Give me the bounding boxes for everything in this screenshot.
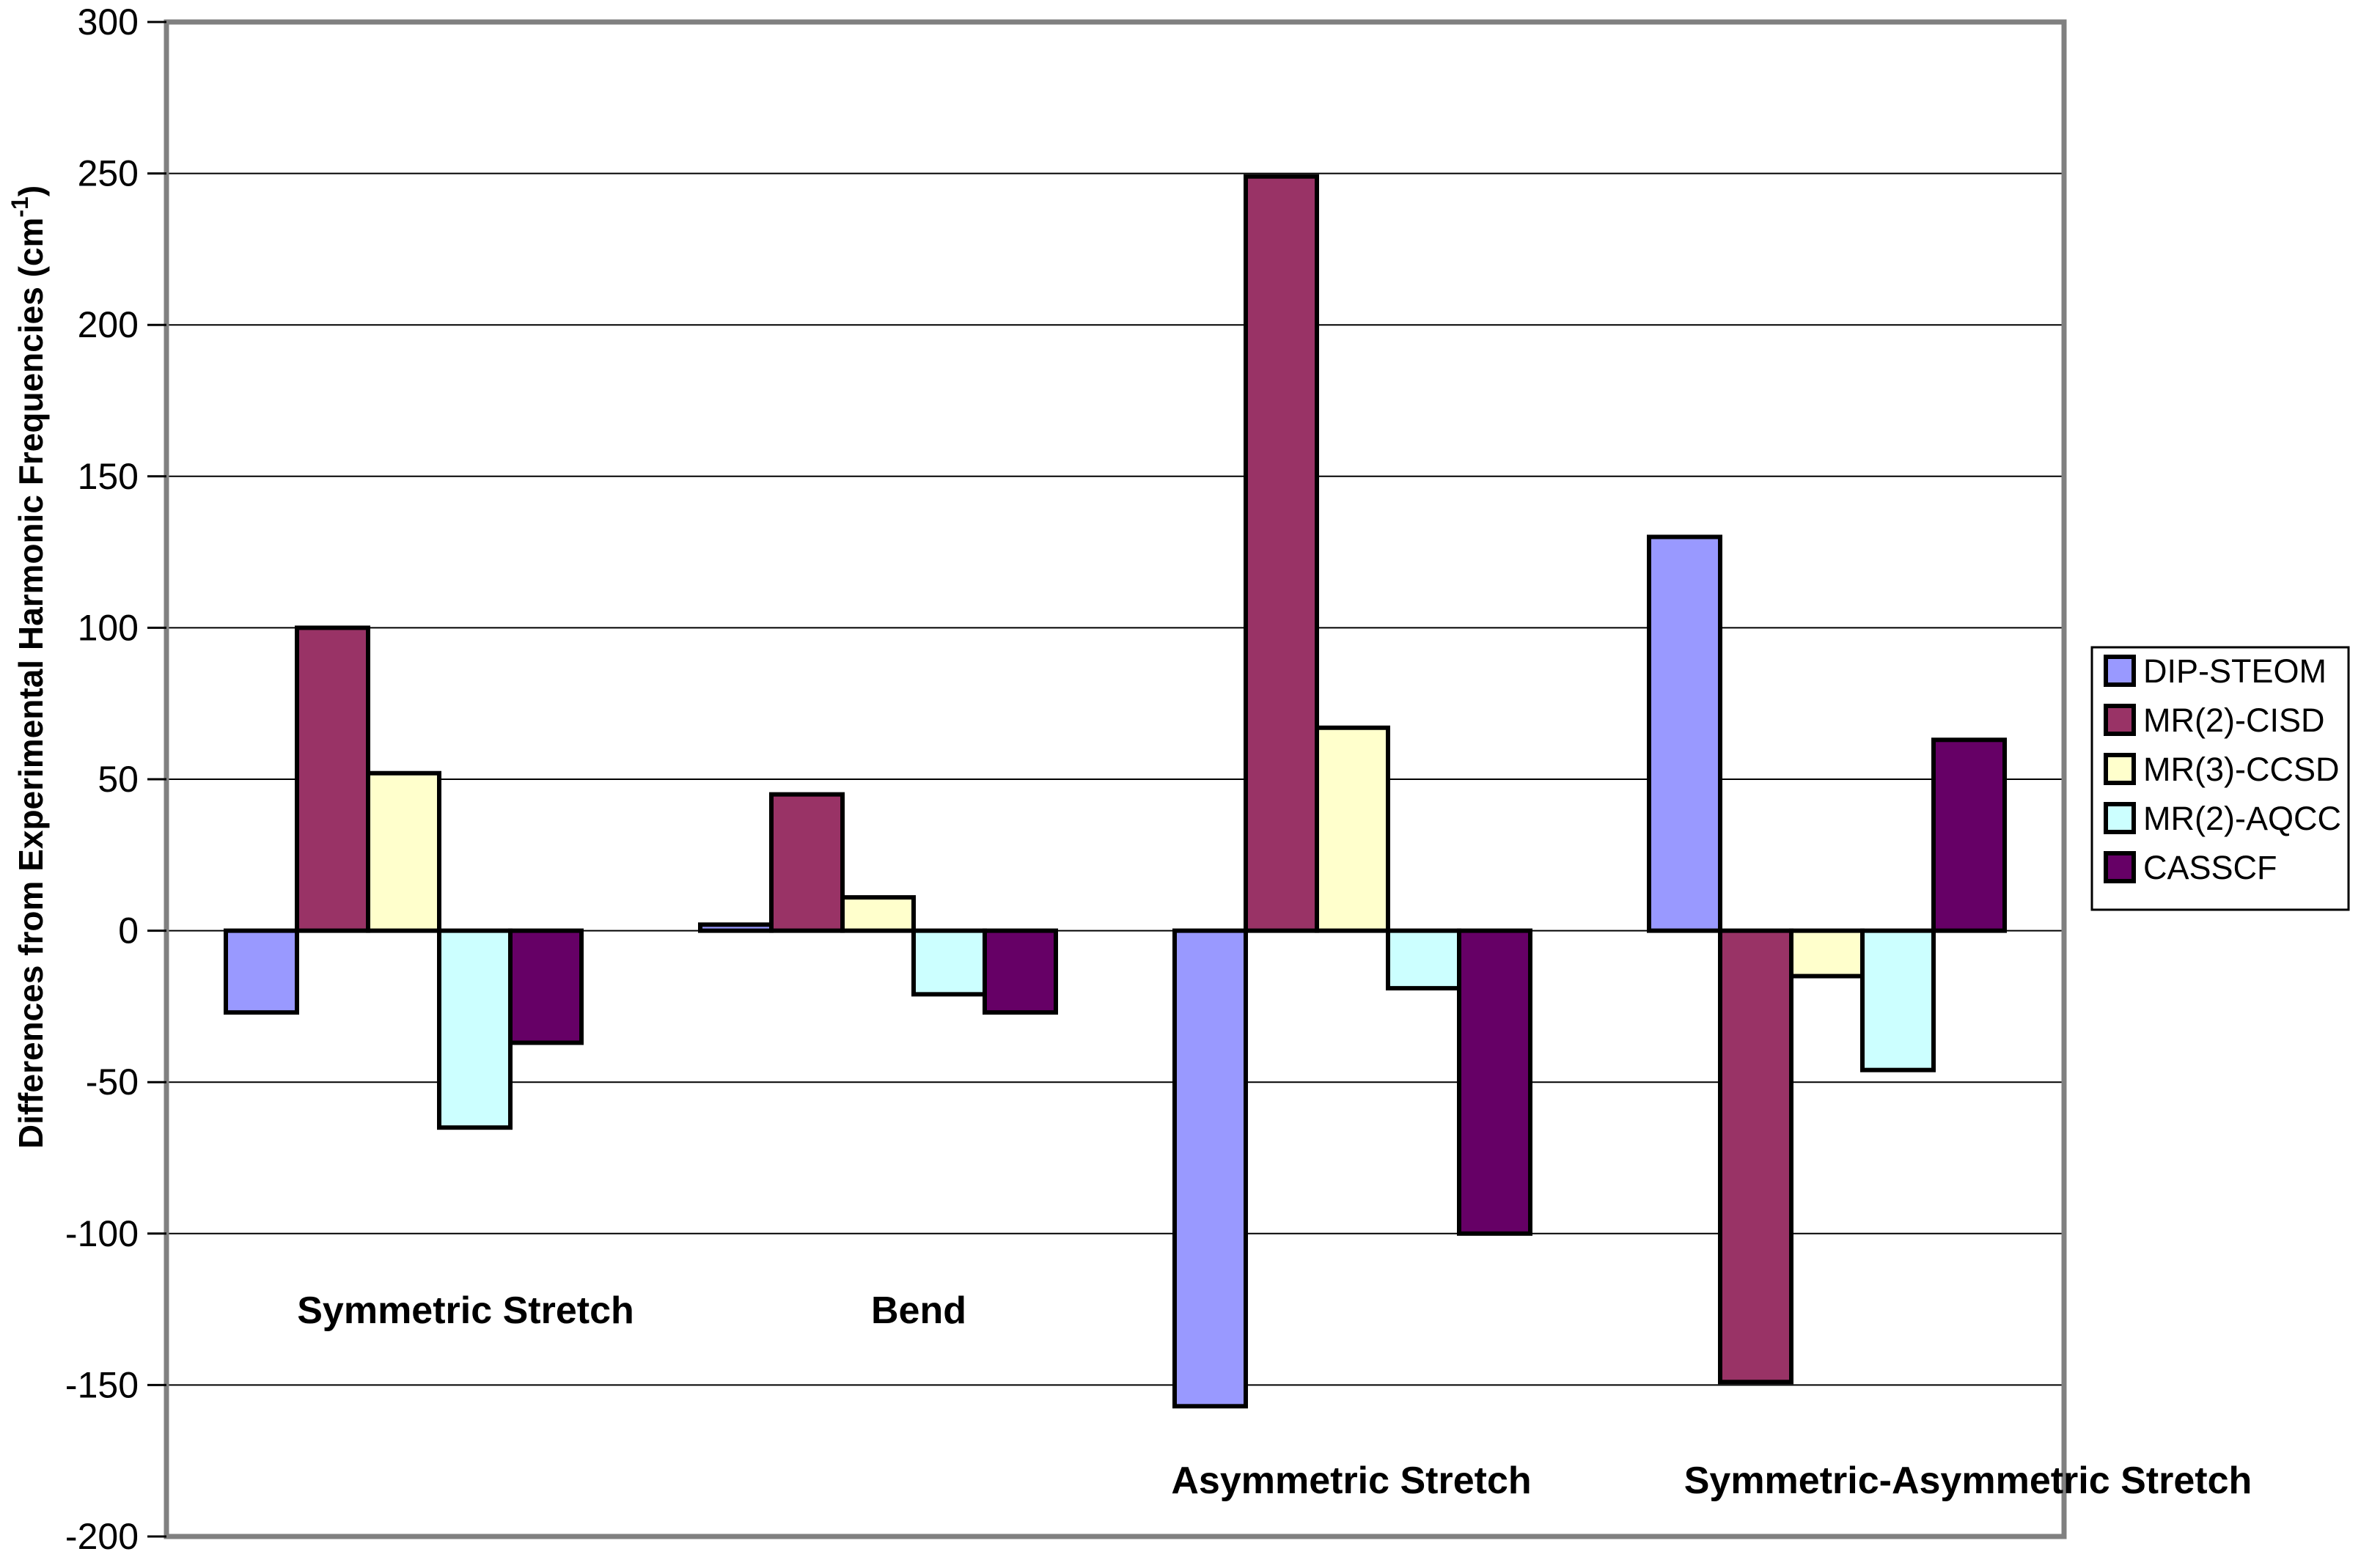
legend-swatch-2 — [2104, 753, 2136, 785]
bar-mr-2-cisd-category-1 — [769, 792, 845, 933]
bar-mr-2-aqcc-category-1 — [911, 928, 987, 997]
y-tick-label-100: 100 — [78, 607, 139, 648]
legend-label-0: DIP-STEOM — [2143, 652, 2327, 690]
bar-dip-steom-category-1 — [698, 922, 774, 933]
y-tick-label--200: -200 — [65, 1516, 139, 1557]
y-tick-label-0: 0 — [118, 910, 139, 952]
category-labels: Symmetric Stretch Bend Asymmetric Stretch S… — [297, 1289, 2252, 1502]
bar-dip-steom-category-2 — [1172, 928, 1248, 1409]
y-tick-label-50: 50 — [98, 759, 139, 800]
legend-swatch-1 — [2104, 704, 2136, 736]
legend-label-4: CASSCF — [2143, 849, 2277, 886]
bar-casscf-category-2 — [1457, 928, 1532, 1236]
bars — [224, 174, 2007, 1409]
bar-mr-3-ccsd-category-2 — [1315, 725, 1390, 933]
legend: DIP-STEOM MR(2)-CISD MR(3)-CCSD MR(2)-AQCC C… — [2090, 646, 2350, 911]
y-tick-label-150: 150 — [78, 456, 139, 497]
bar-casscf-category-0 — [508, 928, 584, 1045]
bar-mr-2-aqcc-category-2 — [1386, 928, 1461, 991]
category-label-0: Symmetric Stretch — [297, 1289, 634, 1332]
bar-mr-2-aqcc-category-3 — [1860, 928, 1936, 1072]
legend-swatch-3 — [2104, 802, 2136, 834]
y-tick-label-250: 250 — [78, 153, 139, 194]
bar-mr-3-ccsd-category-0 — [366, 770, 441, 933]
y-tick-label--100: -100 — [65, 1213, 139, 1254]
y-axis-ticks: 300 250 200 150 100 50 0 -50 -100 -150 -200 — [65, 1, 166, 1557]
bar-mr-2-aqcc-category-0 — [437, 928, 513, 1130]
bar-mr-3-ccsd-category-3 — [1789, 928, 1865, 979]
bar-dip-steom-category-0 — [224, 928, 299, 1015]
bar-mr-2-cisd-category-0 — [295, 625, 370, 933]
bar-mr-3-ccsd-category-1 — [840, 895, 916, 933]
bar-mr-2-cisd-category-2 — [1244, 174, 1319, 933]
category-label-1: Bend — [871, 1289, 966, 1332]
bar-dip-steom-category-3 — [1647, 534, 1722, 933]
bar-casscf-category-3 — [1931, 737, 2007, 933]
y-axis-title: Differences from Experimental Harmonic F… — [7, 185, 50, 1149]
bar-mr-2-cisd-category-3 — [1718, 928, 1793, 1385]
bar-casscf-category-1 — [983, 928, 1058, 1015]
legend-swatch-4 — [2104, 851, 2136, 883]
legend-label-2: MR(3)-CCSD — [2143, 751, 2339, 788]
category-label-3: Symmetric-Asymmetric Stretch — [1684, 1460, 2252, 1502]
y-tick-label--150: -150 — [65, 1364, 139, 1405]
legend-label-3: MR(2)-AQCC — [2143, 800, 2341, 837]
legend-swatch-0 — [2104, 655, 2136, 687]
y-tick-label--50: -50 — [86, 1061, 139, 1103]
legend-label-1: MR(2)-CISD — [2143, 702, 2324, 739]
y-tick-label-200: 200 — [78, 304, 139, 345]
y-tick-label-300: 300 — [78, 1, 139, 43]
category-label-2: Asymmetric Stretch — [1171, 1460, 1531, 1502]
